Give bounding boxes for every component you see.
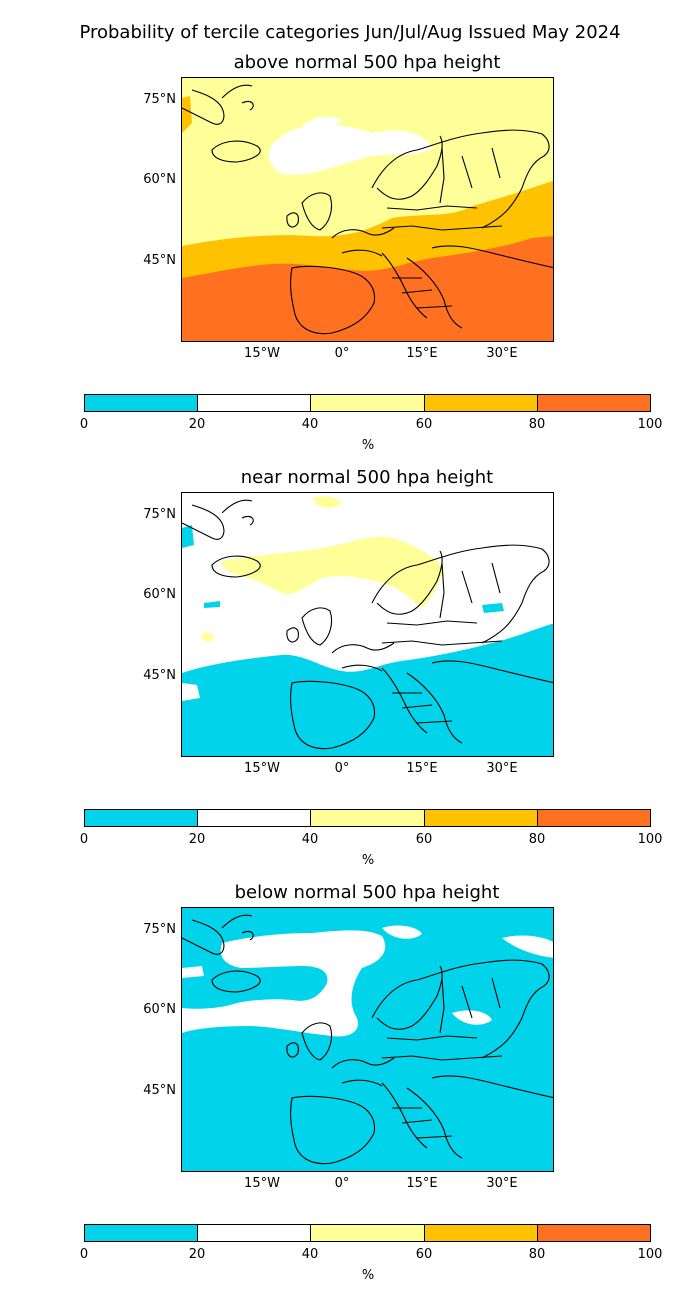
field-0-20 [182,525,194,548]
lon-tick: 30°E [486,346,518,361]
panel-title-below: below normal 500 hpa height [234,882,500,903]
colorbar-tick: 60 [415,832,433,847]
colorbar-tick: 80 [528,832,546,847]
colorbar-tick: 20 [188,417,206,432]
lat-tick: 45°N [143,253,176,268]
lon-tick: 15°E [406,1176,438,1191]
colorbar-segment [85,810,198,826]
field-20-40 [302,116,342,131]
lon-tick: 15°W [244,1176,280,1191]
colorbar-tick: 40 [301,832,319,847]
lon-tick: 30°E [486,1176,518,1191]
lat-tick: 45°N [143,668,176,683]
colorbar-tick: 80 [528,417,546,432]
map-below [181,907,554,1172]
field-0-20 [204,601,220,608]
colorbar-tick: 60 [415,417,433,432]
coastlines [182,499,553,750]
colorbar-segment [423,1225,537,1241]
field-20-40 [182,966,204,978]
field-0-20 [182,623,553,756]
lat-tick: 60°N [143,172,176,187]
colorbar-tick: 100 [637,417,663,432]
lat-tick: 75°N [143,507,176,522]
colorbar-unit: % [361,438,375,453]
field-20-40 [182,683,200,701]
colorbar-segment [85,1225,198,1241]
colorbar-segment [536,395,651,411]
figure-title: Probability of tercile categories Jun/Ju… [79,22,621,43]
lon-tick: 0° [334,346,350,361]
colorbar-tick: 20 [188,1247,206,1262]
colorbar-near [84,809,651,827]
lon-tick: 15°W [244,346,280,361]
colorbar-segment [536,1225,651,1241]
colorbar-segment [310,1225,424,1241]
field-20-40 [182,930,386,1037]
colorbar-tick: 0 [79,417,89,432]
colorbar-segment [197,395,311,411]
map-near [181,492,554,757]
lat-tick: 45°N [143,1083,176,1098]
colorbar-tick: 0 [79,832,89,847]
field-20-40 [268,124,432,175]
coastlines [182,914,553,1165]
field-40-60 [201,632,214,642]
colorbar-tick: 60 [415,1247,433,1262]
colorbar-segment [423,395,537,411]
lat-tick: 60°N [143,587,176,602]
field-20-40 [502,935,553,958]
lon-tick: 15°E [406,761,438,776]
lat-tick: 75°N [143,922,176,937]
coastlines [182,84,553,335]
map-above-field [182,78,553,341]
lon-tick: 0° [334,761,350,776]
colorbar-tick: 80 [528,1247,546,1262]
map-above [181,77,554,342]
colorbar-above [84,394,651,412]
colorbar-unit: % [361,853,375,868]
colorbar-below [84,1224,651,1242]
colorbar-segment [536,810,651,826]
field-40-60 [221,536,444,608]
field-20-40 [382,925,422,939]
colorbar-tick: 40 [301,417,319,432]
field-40-60 [312,496,342,508]
map-near-field [182,493,553,756]
colorbar-tick: 0 [79,1247,89,1262]
colorbar-tick: 100 [637,1247,663,1262]
lon-tick: 15°W [244,761,280,776]
colorbar-segment [197,1225,311,1241]
colorbar-segment [423,810,537,826]
lat-tick: 75°N [143,92,176,107]
map-below-field [182,908,553,1171]
colorbar-segment [310,810,424,826]
field-80-100 [182,236,553,341]
colorbar-segment [85,395,198,411]
colorbar-segment [310,395,424,411]
field-0-20 [482,603,504,613]
lon-tick: 15°E [406,346,438,361]
lat-tick: 60°N [143,1002,176,1017]
lon-tick: 0° [334,1176,350,1191]
colorbar-unit: % [361,1268,375,1283]
colorbar-segment [197,810,311,826]
lon-tick: 30°E [486,761,518,776]
panel-title-above: above normal 500 hpa height [233,52,501,73]
colorbar-tick: 20 [188,832,206,847]
colorbar-tick: 40 [301,1247,319,1262]
panel-title-near: near normal 500 hpa height [240,467,494,488]
colorbar-tick: 100 [637,832,663,847]
field-60-80 [182,96,192,133]
